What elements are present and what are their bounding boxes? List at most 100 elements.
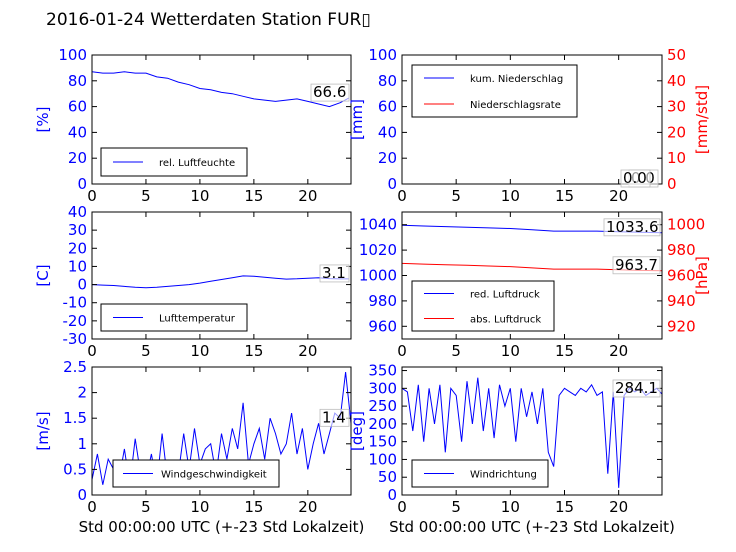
legend-label: Windgeschwindigkeit xyxy=(161,470,267,481)
value-label: 0.0 xyxy=(623,169,647,187)
y-axis-label: [%] xyxy=(34,107,52,133)
x-tick-label: 20 xyxy=(609,498,628,516)
chart-panel-3: 0 5 10 15 20-30-20-10010203040[C]Lufttempera… xyxy=(34,203,352,360)
chart-panel-5: 0 5 10 15 20 0 0.5 1 1.5 2 2.5 [m/s] Std 00:00:00 UT… xyxy=(34,358,364,536)
y-tick-label: 40 xyxy=(378,123,397,141)
value-label: 284.1 xyxy=(615,379,658,397)
y-tick-label: 1020 xyxy=(359,241,397,259)
value-label-box xyxy=(612,379,661,398)
value-label-box xyxy=(612,256,661,275)
x-tick-label: 20 xyxy=(609,342,628,360)
y-tick-label: 1 xyxy=(77,435,87,453)
chart-panel-2: 0 5 10 15 20 0 20 40 60 80 100 0 10 20 30 40 50 [mm] [mm/s… xyxy=(348,46,711,205)
plot-frame xyxy=(401,54,663,185)
legend-label: Lufttemperatur xyxy=(159,314,236,325)
value-label: 1033.6 xyxy=(606,218,659,236)
plot-frame xyxy=(91,54,352,185)
legend-label: rel. Luftfeuchte xyxy=(159,158,235,169)
y-tick-label: 0 xyxy=(77,486,87,504)
x-axis-label: Std 00:00:00 UTC (+-23 Std Lokalzeit) xyxy=(389,518,675,536)
x-tick-label: 5 xyxy=(141,498,151,516)
y-tick-label: 10 xyxy=(68,257,87,275)
series-line-3-1 xyxy=(92,275,349,289)
legend-box xyxy=(411,280,555,332)
x-axis-label: Std 00:00:00 UTC (+-23 Std Lokalzeit) xyxy=(79,518,365,536)
legend-label: Windrichtung xyxy=(470,470,537,481)
y2-axis-label: [hPa] xyxy=(693,256,711,295)
y-tick-label: 960 xyxy=(368,317,397,335)
y-tick-label: 80 xyxy=(378,72,397,90)
legend-label: red. Luftdruck xyxy=(470,290,540,301)
y-tick-label: 350 xyxy=(368,362,397,380)
y-tick-label: 1040 xyxy=(359,216,397,234)
x-tick-label: 10 xyxy=(501,187,520,205)
x-tick-label: 5 xyxy=(141,342,151,360)
x-tick-label: 15 xyxy=(244,342,263,360)
y-tick-label: 1.5 xyxy=(63,409,87,427)
x-tick-label: 0 xyxy=(87,342,97,360)
chart-panel-4: 0 5 10 15 20 960 980 1000 1020 1040 920 940 960 980 10… xyxy=(359,211,711,360)
y2-tick-label: 20 xyxy=(667,123,686,141)
y-axis-label: [C] xyxy=(34,264,52,286)
y2-tick-label: 50 xyxy=(667,46,686,64)
x-tick-label: 5 xyxy=(451,342,461,360)
x-tick-label: 5 xyxy=(451,498,461,516)
chart-panel-1: 0 5 10 15 20 0 20 40 60 80 100 [%] rel. Luftfeuchte 6… xyxy=(34,46,352,205)
y-tick-label: 2 xyxy=(77,384,87,402)
y-tick-label: 980 xyxy=(368,292,397,310)
x-tick-label: 15 xyxy=(244,187,263,205)
plot-frame xyxy=(401,366,663,496)
y-tick-label: 50 xyxy=(378,468,397,486)
legend-box xyxy=(411,64,578,118)
figure-title: 2016-01-24 Wetterdaten Station FUR▯ xyxy=(46,10,371,30)
y-tick-label: 1000 xyxy=(359,267,397,285)
y-tick-label: 200 xyxy=(368,415,397,433)
value-label-box xyxy=(319,264,350,283)
y-tick-label: -20 xyxy=(63,312,88,330)
x-tick-label: 5 xyxy=(141,187,151,205)
y2-axis-label: [mm/std] xyxy=(693,85,711,154)
value-label-box xyxy=(319,408,350,427)
y-tick-label: 0 xyxy=(77,175,87,193)
y-tick-label: 100 xyxy=(368,46,397,64)
x-tick-label: 0 xyxy=(397,342,407,360)
y-tick-label: 60 xyxy=(68,98,87,116)
y2-tick-label: 30 xyxy=(667,98,686,116)
y-axis-label: [mm] xyxy=(348,99,366,140)
y-axis-label: [m/s] xyxy=(34,411,52,450)
y-tick-label: 0.5 xyxy=(63,460,87,478)
legend-label: kum. Niederschlag xyxy=(470,74,563,85)
y-tick-label: -10 xyxy=(63,294,88,312)
legend-label: Niederschlagsrate xyxy=(470,100,561,111)
y-tick-label: 150 xyxy=(368,433,397,451)
x-tick-label: 0 xyxy=(87,498,97,516)
y-tick-label: 40 xyxy=(68,123,87,141)
y2-tick-label: 940 xyxy=(667,292,696,310)
y2-tick-label: 980 xyxy=(667,241,696,259)
y2-tick-label: 10 xyxy=(667,149,686,167)
plot-frame xyxy=(91,211,352,340)
series-line-5-1 xyxy=(92,372,351,485)
x-tick-label: 10 xyxy=(501,498,520,516)
value-label: 1.4 xyxy=(322,408,346,426)
x-tick-label: 20 xyxy=(298,342,317,360)
y2-tick-label: 40 xyxy=(667,72,686,90)
value-label: 963.7 xyxy=(615,256,658,274)
x-tick-label: 0 xyxy=(87,187,97,205)
y2-tick-label: 1000 xyxy=(667,216,705,234)
x-tick-label: 10 xyxy=(190,187,209,205)
x-tick-label: 20 xyxy=(298,498,317,516)
x-tick-label: 5 xyxy=(451,187,461,205)
y2-tick-label: 920 xyxy=(667,317,696,335)
x-tick-label: 0 xyxy=(397,498,407,516)
series-line-1-1 xyxy=(92,71,350,108)
y2-tick-label: 960 xyxy=(667,267,696,285)
y2-tick-label: 0 xyxy=(667,175,677,193)
value-label-box xyxy=(603,218,661,237)
y-tick-label: 100 xyxy=(368,450,397,468)
x-tick-label: 10 xyxy=(190,498,209,516)
y-tick-label: 250 xyxy=(368,397,397,415)
y-tick-label: 100 xyxy=(58,46,87,64)
x-tick-label: 10 xyxy=(190,342,209,360)
